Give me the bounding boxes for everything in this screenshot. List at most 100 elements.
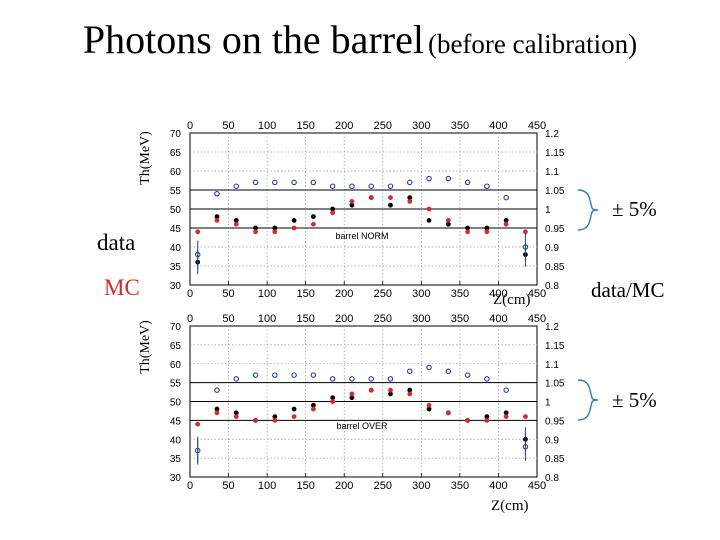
chart1-point-data-mc [445,175,452,182]
chart1-point-mc [445,218,451,223]
chart2-x-tick-label-top: 250 [374,313,392,325]
chart1-point-mc [503,221,509,227]
chart1-x-tick-label-top: 200 [335,120,353,132]
band-brace-bottom [577,379,599,421]
chart2-point-mc [484,417,490,423]
chart2-point-data [349,395,355,401]
chart2-point-mc [407,391,413,397]
chart2-point-mc [465,417,470,423]
chart1-point-data [465,225,470,231]
chart2-y-tick-label: 50 [170,398,182,409]
chart1-point-data [214,214,220,220]
chart1-point-mc [368,195,374,201]
chart2-point-mc [214,410,220,416]
band-label-top: ± 5% [612,197,657,221]
title-sub: (before calibration) [427,29,638,59]
chart2-y2-tick-label: 1 [545,398,551,409]
chart1-y2-tick-label: 0.9 [545,243,559,254]
chart2-point-data [233,410,239,416]
chart1-point-data [330,206,336,212]
chart1-y-tick-label: 40 [170,243,182,254]
chart2-point-data [330,395,336,401]
chart2-point-mc [253,417,258,423]
chart1-point-mc [465,229,470,235]
chart2-point-data-mc [445,368,452,375]
chart1-x-tick-label-bottom: 0 [187,288,193,300]
chart1-x-tick-label-bottom: 250 [374,288,392,300]
chart1-point-mc [291,225,297,231]
page-title: Photons on the barrel (before calibratio… [0,16,720,63]
chart2-x-tick-label-bottom: 200 [335,480,353,492]
chart2-y-tick-label: 65 [170,341,182,352]
chart2-x-tick-label-bottom: 400 [489,480,507,492]
chart1-x-tick-label-top: 350 [451,120,469,132]
chart1-y2-tick-label: 0.8 [545,281,559,292]
chart1-point-data [253,225,258,231]
chart2-point-mc [426,402,432,408]
chart2-y-tick-label: 40 [170,435,182,446]
chart1-point-data [388,202,393,208]
chart2-x-tick-label-top: 300 [412,313,430,325]
chart2-point-data-mc [387,376,394,382]
chart1-point-mc [407,199,413,204]
chart2-x-tick-label-top: 150 [296,313,314,325]
chart1-x-tick-label-top: 150 [296,120,314,132]
chart2-point-data-mc [291,372,297,378]
chart1-point-data [291,218,297,223]
chart1-point-data-mc [387,183,394,189]
chart2-y-tick-label: 60 [170,360,182,371]
chart1-y-tick-label: 30 [170,281,182,292]
chart1-y2-tick-label: 1.15 [545,148,565,159]
chart2-x-tick-label-top: 100 [258,313,276,325]
chart1-point-data [233,218,239,223]
chart2-point-mc [503,414,509,419]
chart1-point-data-mc [484,183,490,189]
chart2-x-tick-label-bottom: 50 [222,480,234,492]
chart1-x-tick-label-top: 450 [528,120,546,132]
chart2-point-mc [233,414,239,419]
chart2-point-data-mc [252,372,259,378]
chart1-point-data-mc [272,179,278,186]
chart2-point-data-mc [503,387,509,393]
chart1-x-tick-label-top: 250 [374,120,392,132]
chart1-point-data-mc [426,175,432,182]
x-axis-label-top: Z(cm) [493,292,531,308]
chart2-x-tick-label-top: 450 [528,313,546,325]
chart2-y2-tick-label: 1.2 [545,322,559,333]
chart1-point-data-mc [464,179,471,186]
chart2-y2-tick-label: 1.15 [545,341,565,352]
chart1-x-tick-label-top: 400 [489,120,507,132]
chart2-point-data-mc [484,376,490,382]
chart1-x-tick-label-bottom: 200 [335,288,353,300]
chart2-point-data-mc [329,376,336,382]
chart2-x-tick-label-bottom: 450 [528,480,546,492]
chart1-x-tick-label-top: 0 [187,120,193,132]
chart2-point-mc [445,410,451,416]
chart2-y-tick-label: 45 [170,416,182,427]
chart1-point-data-mc [214,191,220,197]
chart1-x-tick-label-bottom: 350 [451,288,469,300]
title-main: Photons on the barrel [82,17,424,62]
chart1-point-data [407,195,413,201]
chart2-point-data-mc [272,372,278,378]
chart1-point-data-mc [349,183,355,189]
chart2-point-data-mc [349,376,355,382]
chart2-y2-tick-label: 1.1 [545,360,559,371]
chart1-point-data [426,218,432,223]
chart2-point-data [426,406,432,412]
chart2-x-tick-label-bottom: 100 [258,480,276,492]
chart2-x-tick-label-bottom: 250 [374,480,392,492]
chart2-point-data-mc [407,368,413,375]
band-label-bottom: ± 5% [612,388,657,412]
chart1-x-tick-label-bottom: 150 [296,288,314,300]
ratio-label: data/MC [591,278,665,302]
chart1-point-mc [233,221,239,227]
chart1-point-mc [349,199,355,204]
chart1-y2-tick-label: 1.05 [545,186,565,197]
chart1-y-tick-label: 55 [170,186,182,197]
chart2-point-mc [310,406,316,412]
chart2-x-tick-label-bottom: 150 [296,480,314,492]
chart1-point-mc [388,195,393,201]
chart1-x-tick-label-top: 300 [412,120,430,132]
